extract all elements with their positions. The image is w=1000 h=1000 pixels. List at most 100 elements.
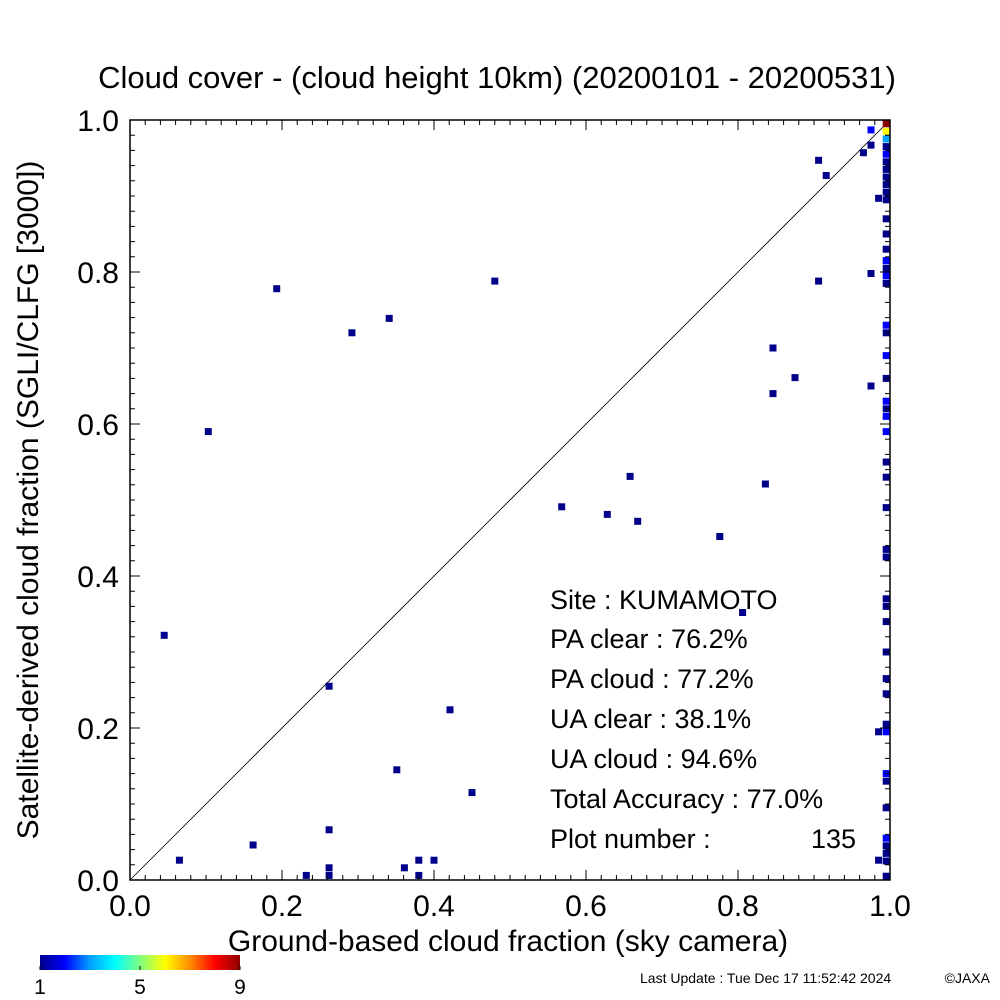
- data-point: [302, 871, 310, 879]
- data-point: [882, 264, 890, 272]
- data-point: [761, 480, 769, 488]
- data-point: [875, 856, 883, 864]
- x-tick-labels: 0.0 0.2 0.4 0.6 0.8 1.0: [109, 890, 911, 923]
- data-point: [882, 834, 890, 842]
- data-point: [882, 127, 890, 135]
- data-point: [882, 135, 890, 143]
- data-point: [415, 856, 423, 864]
- data-point: [875, 194, 883, 202]
- x-tick-label: 0.8: [717, 890, 759, 923]
- y-tick-label: 1.0: [77, 105, 119, 138]
- data-point: [867, 126, 875, 134]
- data-point: [882, 720, 890, 728]
- data-point: [859, 149, 867, 157]
- site-text: Site : KUMAMOTO: [550, 585, 778, 615]
- colorbar-gradient: [40, 955, 240, 970]
- data-point: [882, 150, 890, 158]
- y-tick-label: 0.2: [77, 713, 119, 746]
- data-point: [882, 257, 890, 265]
- data-point: [882, 553, 890, 561]
- y-tick-label: 0.8: [77, 257, 119, 290]
- reference-diagonal-line: [129, 119, 891, 881]
- data-point: [867, 270, 875, 277]
- data-point: [446, 706, 454, 714]
- data-point: [430, 856, 438, 864]
- data-point: [882, 675, 890, 683]
- data-point: [204, 428, 212, 436]
- data-point: [882, 458, 890, 466]
- data-point: [882, 804, 890, 812]
- data-point: [603, 510, 611, 518]
- total-accuracy-text: Total Accuracy : 77.0%: [550, 784, 823, 814]
- ua-cloud-text: UA cloud : 94.6%: [550, 744, 757, 774]
- colorbar-tick-label: 5: [134, 976, 146, 999]
- data-point: [882, 428, 890, 436]
- x-tick-label: 0.2: [261, 890, 303, 923]
- stats-annotation: Site : KUMAMOTO PA clear : 76.2% PA clou…: [550, 585, 856, 854]
- data-point: [822, 172, 830, 179]
- data-point: [882, 215, 890, 223]
- plot-area: [129, 119, 891, 881]
- copyright-text: ©JAXA: [945, 970, 991, 986]
- data-point: [882, 272, 890, 280]
- data-point: [875, 728, 883, 736]
- data-point: [249, 841, 257, 849]
- data-point: [815, 156, 823, 164]
- data-point: [716, 533, 724, 540]
- data-point: [273, 285, 281, 293]
- data-point: [882, 158, 890, 166]
- x-tick-label: 0.4: [413, 890, 455, 923]
- data-point: [325, 826, 333, 834]
- data-point: [393, 766, 401, 774]
- data-point: [882, 196, 890, 204]
- data-point: [882, 545, 890, 553]
- data-point: [769, 344, 777, 352]
- data-point: [882, 504, 890, 512]
- data-point: [385, 314, 393, 322]
- colorbar-tick-label: 1: [34, 976, 46, 999]
- plot-number-value: 135: [811, 824, 856, 854]
- data-point: [867, 141, 875, 149]
- data-point: [468, 789, 476, 797]
- data-point: [882, 397, 890, 405]
- data-point: [882, 777, 890, 785]
- data-point: [882, 188, 890, 196]
- data-point: [882, 728, 890, 736]
- pa-cloud-text: PA cloud : 77.2%: [550, 664, 754, 694]
- data-point: [325, 864, 333, 872]
- data-point: [626, 472, 634, 480]
- data-point: [739, 609, 747, 616]
- data-point: [882, 245, 890, 253]
- data-point: [882, 230, 890, 238]
- chart-title: Cloud cover - (cloud height 10km) (20200…: [98, 60, 896, 95]
- data-point: [882, 857, 890, 865]
- y-axis-label: Satellite-derived cloud fraction (SGLI/C…: [12, 161, 45, 840]
- data-point: [791, 374, 799, 382]
- y-tick-labels: 0.0 0.2 0.4 0.6 0.8 1.0: [77, 105, 119, 898]
- data-point: [882, 872, 890, 880]
- data-point: [882, 165, 890, 173]
- data-point: [882, 690, 890, 698]
- colorbar: 1 5 9: [34, 955, 246, 999]
- x-tick-label: 0.0: [109, 890, 151, 923]
- data-point: [882, 173, 890, 181]
- y-tick-label: 0.6: [77, 409, 119, 442]
- data-point: [882, 279, 890, 287]
- minor-ticks: [129, 119, 891, 881]
- pa-clear-text: PA clear : 76.2%: [550, 624, 748, 654]
- x-tick-label: 0.6: [565, 890, 607, 923]
- data-point: [769, 390, 777, 398]
- data-point: [325, 871, 333, 879]
- data-point: [882, 120, 890, 128]
- data-point: [882, 181, 890, 189]
- data-point: [160, 631, 168, 639]
- y-tick-label: 0.4: [77, 561, 119, 594]
- data-point: [348, 329, 356, 337]
- data-point: [815, 277, 823, 285]
- ua-clear-text: UA clear : 38.1%: [550, 704, 751, 734]
- data-point: [882, 473, 890, 481]
- data-point: [325, 682, 333, 690]
- data-point: [882, 352, 890, 360]
- data-point: [867, 382, 875, 390]
